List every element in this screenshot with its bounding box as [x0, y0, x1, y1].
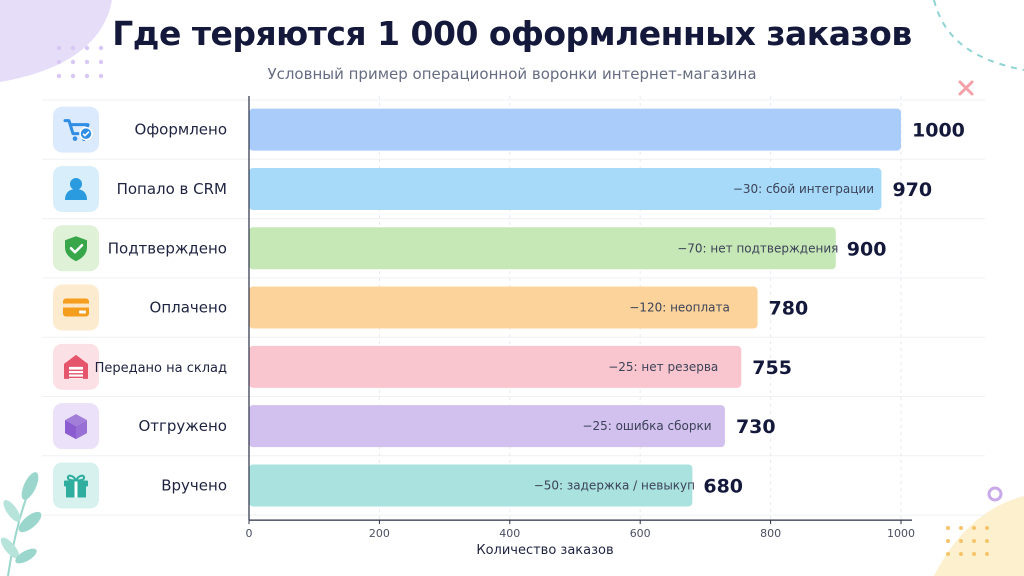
bar — [249, 108, 901, 151]
value-label: 730 — [736, 416, 776, 438]
value-label: 680 — [703, 475, 743, 497]
stage-label: Отгружено — [138, 417, 227, 435]
x-tick-label: 0 — [246, 527, 253, 540]
funnel-row: Попало в CRM −30: сбой интеграции 970 — [53, 165, 932, 212]
cart-check-icon — [63, 119, 93, 141]
gift-icon — [64, 474, 88, 498]
x-tick-label: 200 — [369, 527, 390, 540]
stage-label: Попало в CRM — [117, 180, 227, 198]
value-label: 780 — [769, 298, 809, 320]
value-label: 1000 — [912, 120, 965, 142]
stage-label: Оформлено — [135, 121, 227, 139]
bar — [249, 286, 758, 329]
bar — [249, 167, 882, 210]
icon-tile — [53, 106, 99, 153]
funnel-row: Вручено −50: задержка / невыкуп 680 — [53, 462, 743, 509]
box-icon — [65, 414, 87, 440]
loss-note: −30: сбой интеграции — [733, 182, 874, 196]
x-tick-label: 800 — [760, 527, 781, 540]
loss-note: −120: неоплата — [629, 301, 730, 315]
x-tick-label: 400 — [499, 527, 520, 540]
loss-note: −25: нет резерва — [608, 360, 718, 374]
x-axis-title: Количество заказов — [476, 543, 613, 558]
bar — [249, 227, 836, 270]
x-tick-label: 600 — [630, 527, 651, 540]
funnel-row: Передано на склад −25: нет резерва 755 — [53, 343, 792, 390]
x-tick-label: 1000 — [887, 527, 915, 540]
value-label: 755 — [752, 357, 792, 379]
chart-subtitle: Условный пример операционной воронки инт… — [267, 65, 757, 83]
bar — [249, 405, 725, 448]
loss-note: −70: нет подтверждения — [677, 241, 838, 255]
value-label: 970 — [892, 179, 932, 201]
funnel-row: Оформлено 1000 — [53, 106, 965, 153]
loss-note: −50: задержка / невыкуп — [534, 478, 695, 492]
bar — [249, 345, 742, 388]
shield-check-icon — [65, 236, 87, 262]
user-icon — [65, 177, 87, 200]
funnel-row: Отгружено −25: ошибка сборки 730 — [53, 403, 776, 450]
stage-label: Передано на склад — [95, 361, 227, 376]
bar — [249, 464, 693, 507]
chart-title: Где теряются 1 000 оформленных заказов — [112, 14, 912, 53]
stage-label: Вручено — [161, 476, 227, 494]
funnel-row: Оплачено −120: неоплата 780 — [53, 284, 809, 331]
stage-label: Оплачено — [150, 299, 227, 317]
credit-card-icon — [63, 298, 89, 317]
value-label: 900 — [847, 238, 887, 260]
funnel-row: Подтверждено −70: нет подтверждения 900 — [53, 225, 887, 272]
stage-label: Подтверждено — [108, 239, 227, 257]
warehouse-icon — [64, 354, 88, 379]
loss-note: −25: ошибка сборки — [582, 419, 711, 433]
